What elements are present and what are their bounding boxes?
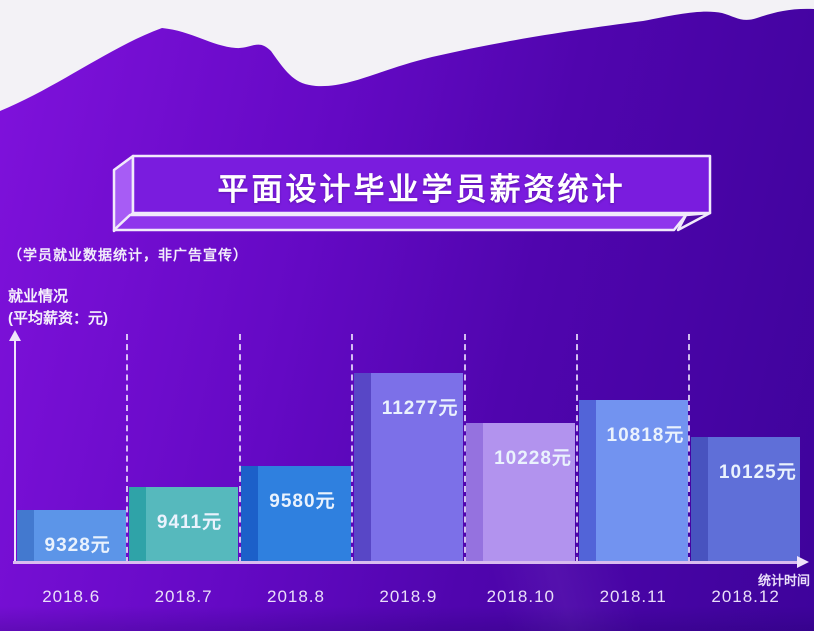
bar-2018.8: 9580元: [241, 466, 351, 563]
grid-separator: [463, 334, 466, 563]
x-tick-2018.7: 2018.7: [154, 587, 213, 606]
diagonal-light-streak: [330, 555, 814, 631]
title-banner: [112, 154, 712, 233]
y-axis-arrow-icon: [9, 330, 21, 341]
x-tick-2018.11: 2018.11: [599, 587, 667, 606]
banner-bottom-strip: [112, 213, 688, 232]
bar-2018.11: 10818元: [578, 400, 688, 563]
bar-2018.6: 9328元: [16, 510, 126, 563]
x-tick-2018.10: 2018.10: [486, 587, 556, 606]
grid-separator: [126, 334, 129, 563]
x-axis-title: 统计时间: [758, 573, 811, 588]
y-axis-label-line2: (平均薪资：元): [8, 310, 108, 327]
x-tick-2018.12: 2018.12: [711, 587, 780, 606]
x-axis: [13, 561, 800, 564]
y-axis: [14, 341, 16, 563]
x-axis-arrow-icon: [797, 556, 809, 568]
bar-2018.9: 11277元: [353, 373, 464, 563]
bar-2018.10: 10228元: [466, 423, 576, 563]
x-tick-2018.6: 2018.6: [42, 587, 101, 606]
bar-value-label: 9328元: [44, 535, 111, 556]
bar-value-label: 10228元: [494, 448, 572, 469]
grid-separator: [688, 334, 691, 563]
y-axis-label: 就业情况 (平均薪资：元): [8, 286, 108, 330]
bar-value-label: 10125元: [718, 462, 797, 483]
grid-separator: [351, 334, 354, 563]
bar-value-label: 10818元: [606, 425, 685, 446]
bottom-shade: [0, 606, 814, 631]
x-tick-2018.9: 2018.9: [379, 587, 438, 606]
banner-front-face: [131, 154, 712, 215]
grid-separator: [238, 334, 241, 563]
page-title: 平面设计毕业学员薪资统计: [217, 171, 626, 207]
subtitle: （学员就业数据统计，非广告宣传）: [8, 247, 248, 263]
bar-2018.7: 9411元: [128, 487, 239, 563]
bar-value-label: 11277元: [381, 398, 459, 419]
top-wave: [0, 0, 814, 111]
x-tick-2018.8: 2018.8: [266, 587, 325, 606]
bar-value-label: 9411元: [156, 512, 223, 533]
bar-2018.12: 10125元: [690, 437, 801, 563]
y-axis-label-line1: 就业情况: [8, 288, 69, 305]
bar-value-label: 9580元: [269, 491, 336, 512]
grid-separator: [576, 334, 578, 563]
